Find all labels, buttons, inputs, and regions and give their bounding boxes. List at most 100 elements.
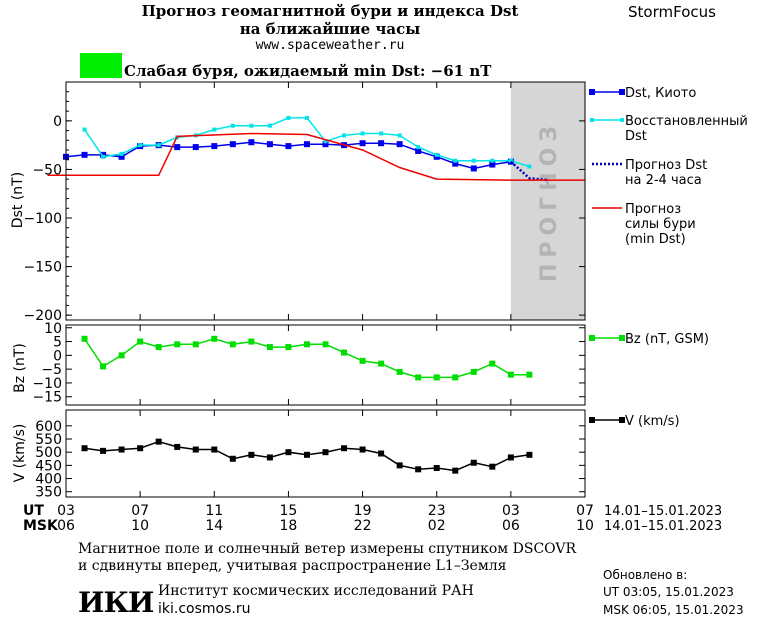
footnote-line-2: и сдвинуты вперед, учитывая распростране… <box>78 558 507 574</box>
msk-tick-label: 18 <box>280 518 298 534</box>
msk-date-range: 14.01–15.01.2023 <box>604 519 722 534</box>
data-point <box>212 127 217 132</box>
data-point <box>229 455 236 462</box>
updated-label: Обновлено в: <box>603 568 688 582</box>
data-point <box>322 449 329 456</box>
data-point <box>101 154 106 159</box>
data-point <box>490 158 495 163</box>
data-point <box>137 338 144 345</box>
updated-msk: MSK 06:05, 15.01.2023 <box>603 603 744 617</box>
data-point <box>489 161 496 168</box>
updated-ut: UT 03:05, 15.01.2023 <box>603 585 734 599</box>
ut-tick-label: 03 <box>57 503 75 519</box>
chart-subtitle: на ближайшие часы <box>239 20 421 38</box>
y-tick-label: 0 <box>53 348 62 364</box>
ut-tick-label: 23 <box>428 503 446 519</box>
data-point <box>453 158 458 163</box>
data-point <box>211 335 218 342</box>
data-point <box>396 141 403 148</box>
data-point <box>155 438 162 445</box>
data-point <box>266 344 273 351</box>
data-point <box>470 459 477 466</box>
data-point <box>267 123 272 128</box>
data-point <box>155 344 162 351</box>
data-point <box>416 145 421 150</box>
data-point <box>378 140 385 147</box>
data-point <box>81 335 88 342</box>
data-point <box>359 446 366 453</box>
data-point <box>174 443 181 450</box>
data-point <box>341 349 348 356</box>
legend-label: Прогноз <box>625 202 681 217</box>
data-point <box>415 374 422 381</box>
msk-tick-label: 10 <box>576 518 594 534</box>
data-point <box>248 139 255 146</box>
data-point <box>526 371 533 378</box>
data-point <box>433 374 440 381</box>
footnote-line-1: Магнитное поле и солнечный ветер измерен… <box>78 541 577 557</box>
y-tick-label: 0 <box>53 114 62 130</box>
data-point <box>137 445 144 452</box>
data-point <box>248 451 255 458</box>
msk-tick-label: 22 <box>354 518 372 534</box>
legend-marker <box>619 335 625 341</box>
data-point <box>174 144 181 151</box>
data-point <box>471 158 476 163</box>
ut-tick-label: 19 <box>354 503 372 519</box>
data-point <box>138 143 143 148</box>
legend-label: силы бури <box>625 217 696 232</box>
legend-label: Прогноз Dst <box>625 158 707 173</box>
data-point <box>378 360 385 367</box>
legend-marker <box>589 417 595 423</box>
y-tick-label: 600 <box>35 419 62 435</box>
ut-tick-label: 07 <box>576 503 594 519</box>
y-axis-label: Bz (nT) <box>12 343 28 393</box>
y-axis-label: V (km/s) <box>12 424 28 483</box>
series-line-0-3 <box>47 132 585 181</box>
legend-marker <box>589 335 595 341</box>
data-point <box>396 368 403 375</box>
data-point <box>397 133 402 138</box>
data-point <box>396 462 403 469</box>
legend-marker <box>589 89 595 95</box>
y-axis-label: Dst (nT) <box>10 172 26 228</box>
data-point <box>81 445 88 452</box>
legend-label: (min Dst) <box>625 232 686 247</box>
legend-marker <box>619 89 625 95</box>
data-point <box>508 158 513 163</box>
panel-frame <box>65 81 586 321</box>
data-point <box>174 341 181 348</box>
data-point <box>303 341 310 348</box>
msk-tick-label: 14 <box>205 518 223 534</box>
site-url[interactable]: www.spaceweather.ru <box>255 38 405 53</box>
ut-tick-label: 03 <box>502 503 520 519</box>
y-tick-label: −150 <box>24 260 62 276</box>
data-point <box>81 151 88 158</box>
legend-label: на 2-4 часа <box>625 173 702 188</box>
y-tick-label: 450 <box>35 458 62 474</box>
institute-site[interactable]: iki.cosmos.ru <box>158 601 251 617</box>
data-point <box>286 115 291 120</box>
ut-tick-label: 11 <box>205 503 223 519</box>
data-point <box>100 447 107 454</box>
data-point <box>192 446 199 453</box>
data-point <box>434 152 439 157</box>
legend-label: V (km/s) <box>625 414 680 429</box>
legend-label: Восстановленный <box>625 114 748 129</box>
data-point <box>118 446 125 453</box>
chart-title: Прогноз геомагнитной бури и индекса Dst <box>141 2 519 20</box>
legend-marker <box>620 118 624 122</box>
y-tick-label: 350 <box>35 485 62 501</box>
data-point <box>211 143 218 150</box>
panel-frame <box>65 324 586 406</box>
data-point <box>192 144 199 151</box>
data-point <box>322 341 329 348</box>
data-point <box>229 341 236 348</box>
y-tick-label: −15 <box>32 390 62 406</box>
data-point <box>489 463 496 470</box>
data-point <box>507 454 514 461</box>
y-tick-label: −200 <box>24 308 62 324</box>
data-point <box>118 352 125 359</box>
ut-tick-label: 15 <box>280 503 298 519</box>
